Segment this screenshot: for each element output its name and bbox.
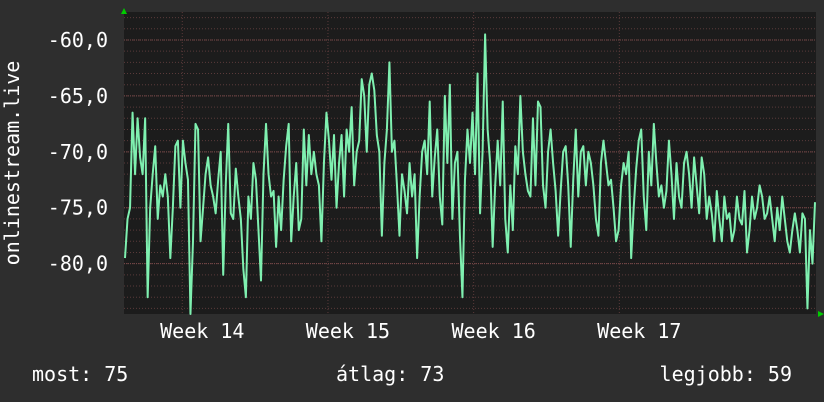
x-tick-label: Week 14 xyxy=(160,319,244,343)
y-axis-label: onlinestream.live xyxy=(0,61,24,266)
x-tick-label: Week 17 xyxy=(597,319,681,343)
series-layer xyxy=(124,33,816,315)
current-value: most: 75 xyxy=(32,362,129,386)
axes xyxy=(121,8,824,317)
series-line-0 xyxy=(124,33,816,315)
best-value: legjobb: 59 xyxy=(659,362,792,386)
y-tick-label: -70,0 xyxy=(48,140,108,164)
y-tick-label: -60,0 xyxy=(48,28,108,52)
x-tick-label: Week 16 xyxy=(451,319,535,343)
y-axis-arrow xyxy=(121,8,127,14)
average-value: átlag: 73 xyxy=(336,362,445,386)
x-axis-arrow xyxy=(818,311,824,317)
x-tick-label: Week 15 xyxy=(306,319,390,343)
y-tick-label: -75,0 xyxy=(48,196,108,220)
tick-labels: -60,0 -65,0 -70,0 -75,0 -80,0 Week 14 Week 15 W… xyxy=(48,28,682,343)
y-tick-label: -80,0 xyxy=(48,252,108,276)
y-tick-label: -65,0 xyxy=(48,84,108,108)
